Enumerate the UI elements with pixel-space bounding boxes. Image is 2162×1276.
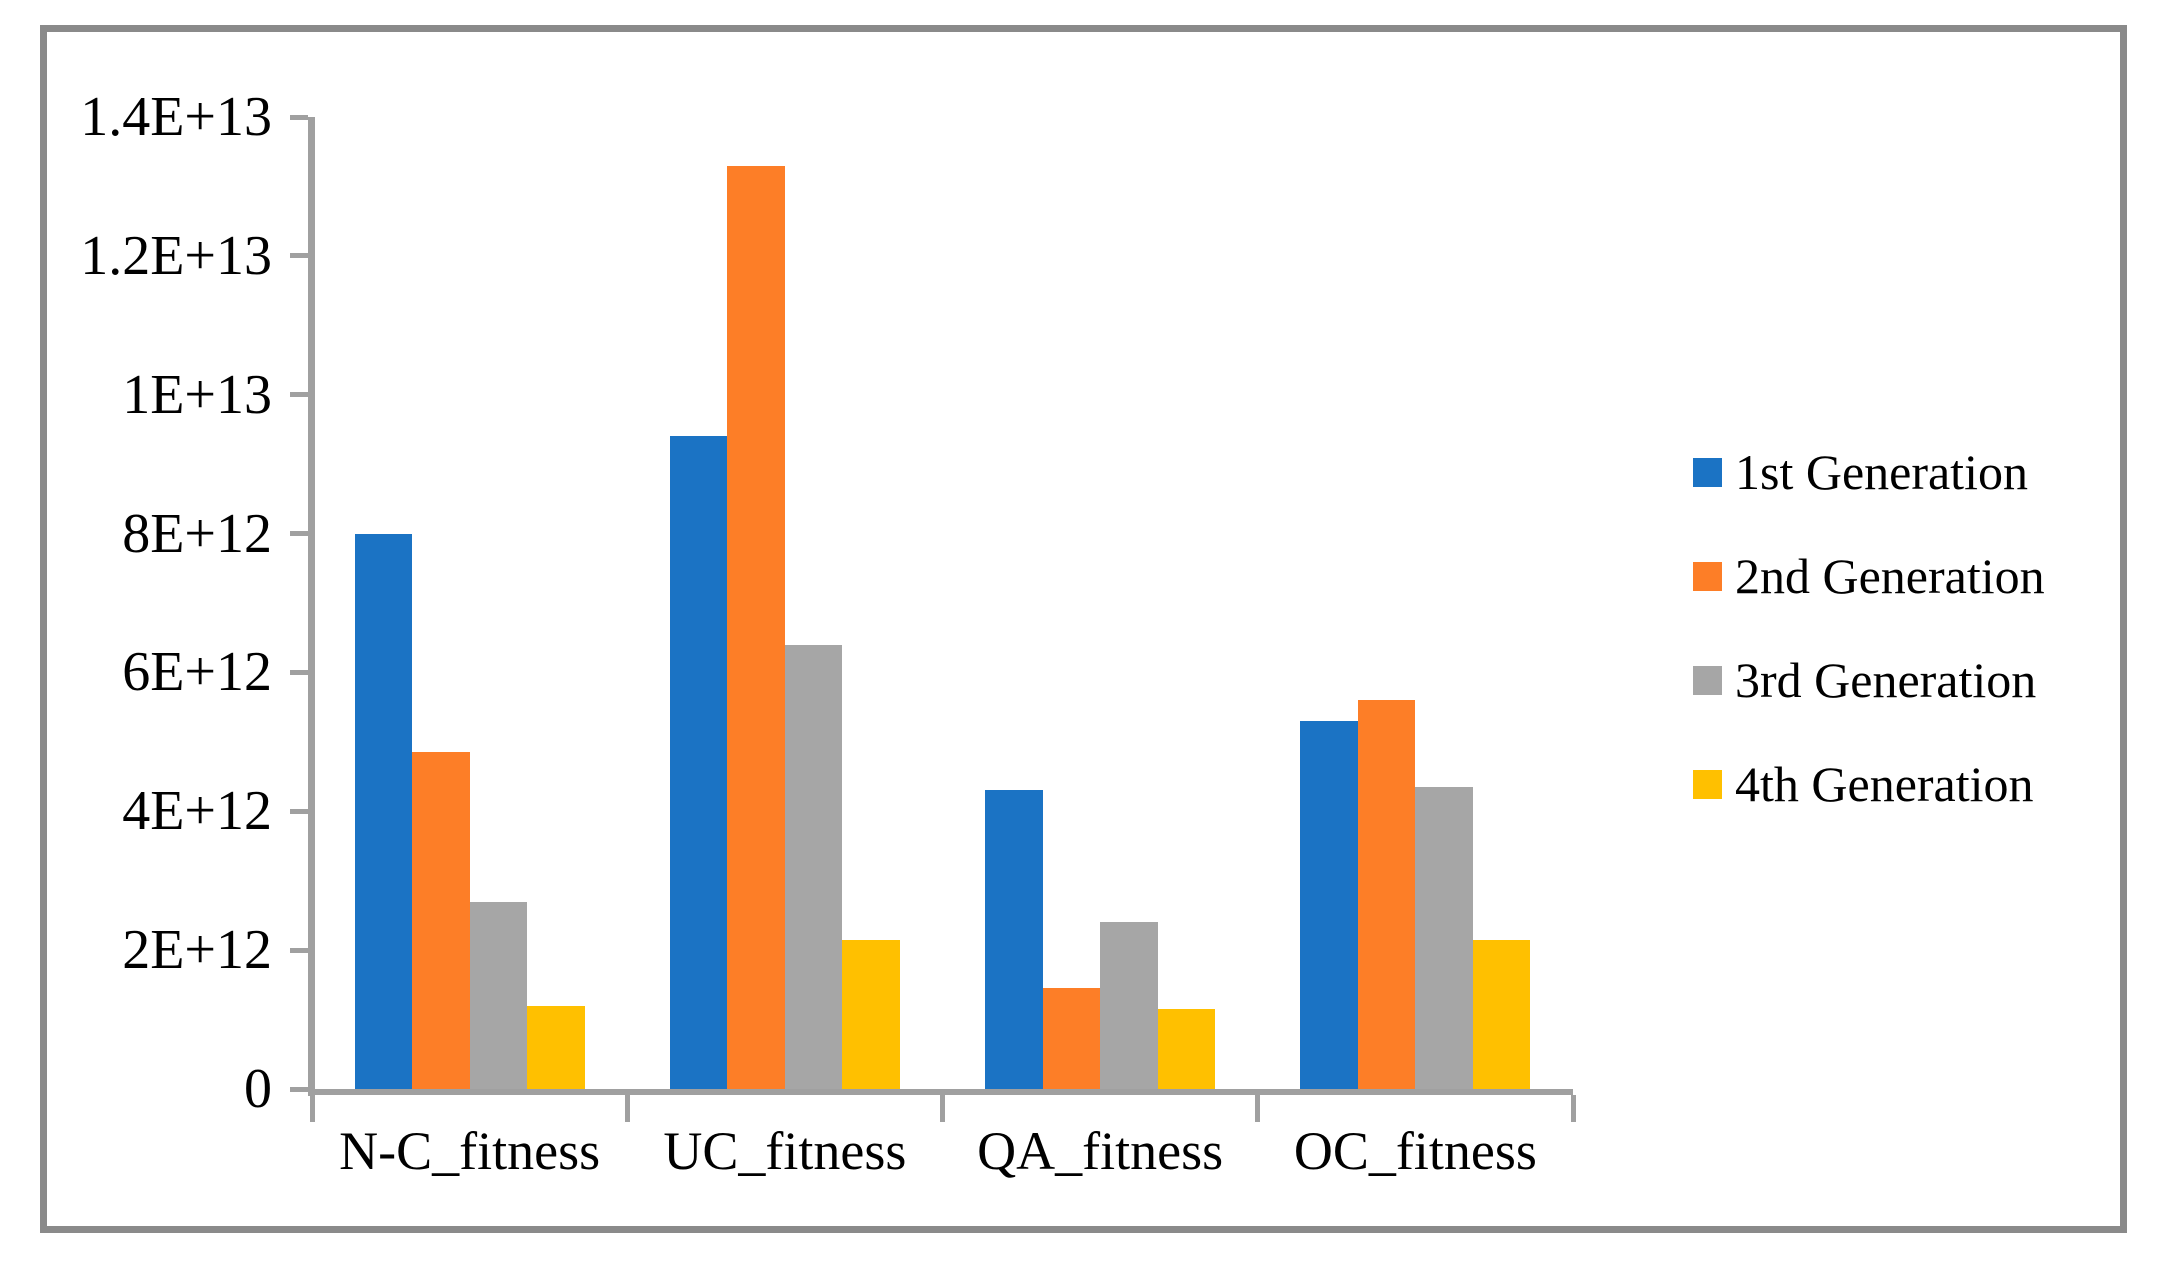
x-axis-tick [309,1095,315,1122]
y-axis-tick-label: 4E+12 [122,780,272,843]
bar-uc-fitness-4th-generation [842,939,900,1089]
legend-label-3rd-generation: 3rd Generation [1735,652,2037,708]
y-axis-tick-label: 1.2E+13 [80,224,272,287]
bar-oc-fitness-3rd-generation [1415,786,1473,1089]
bar-n-c-fitness-2nd-generation [412,752,470,1089]
bar-qa-fitness-4th-generation [1157,1009,1216,1089]
x-axis-tick [940,1095,945,1122]
bar-n-c-fitness-4th-generation [527,1005,585,1089]
y-axis-tick-label: 8E+12 [122,502,272,565]
bar-uc-fitness-2nd-generation [727,165,785,1089]
x-category-label: UC_fitness [663,1121,907,1181]
y-axis-tick-label: 2E+12 [122,919,272,982]
bar-qa-fitness-1st-generation [985,790,1043,1089]
y-axis-tick [290,253,308,259]
bar-oc-fitness-4th-generation [1472,939,1531,1089]
y-axis-tick-label: 6E+12 [122,641,272,704]
legend-swatch-2nd-generation [1693,561,1722,591]
y-axis-tick [290,114,308,120]
x-axis-line [308,1089,1573,1095]
bar-uc-fitness-3rd-generation [784,644,843,1089]
x-category-label: OC_fitness [1293,1121,1537,1181]
y-axis-tick-label: 1.4E+13 [80,86,272,148]
x-axis-tick [624,1095,630,1122]
y-axis-tick-label: 1E+13 [122,363,272,426]
x-axis-tick [1570,1095,1576,1122]
legend-label-4th-generation: 4th Generation [1735,756,2034,812]
bar-oc-fitness-2nd-generation [1357,700,1416,1089]
x-axis-tick [1255,1095,1261,1122]
y-axis-tick [290,392,308,398]
y-axis-tick [290,669,308,675]
legend-label-1st-generation: 1st Generation [1735,444,2028,500]
legend-swatch-3rd-generation [1693,665,1722,695]
legend-label-2nd-generation: 2nd Generation [1735,548,2045,604]
legend-swatch-4th-generation [1693,769,1722,799]
bar-uc-fitness-1st-generation [669,436,728,1089]
y-axis-tick [290,947,308,953]
bar-qa-fitness-3rd-generation [1100,922,1158,1089]
y-axis-line [308,117,315,1096]
x-category-label: N-C_fitness [339,1121,601,1181]
y-axis-tick [290,531,308,537]
x-category-label: QA_fitness [977,1121,1224,1181]
y-axis-tick [290,808,308,814]
legend-swatch-1st-generation [1693,457,1722,487]
bar-qa-fitness-2nd-generation [1042,988,1101,1089]
y-axis-tick [290,1086,308,1092]
y-axis-tick-label: 0 [244,1058,272,1120]
bar-oc-fitness-1st-generation [1300,721,1358,1089]
bar-n-c-fitness-3rd-generation [469,901,528,1089]
bar-n-c-fitness-1st-generation [354,533,413,1089]
